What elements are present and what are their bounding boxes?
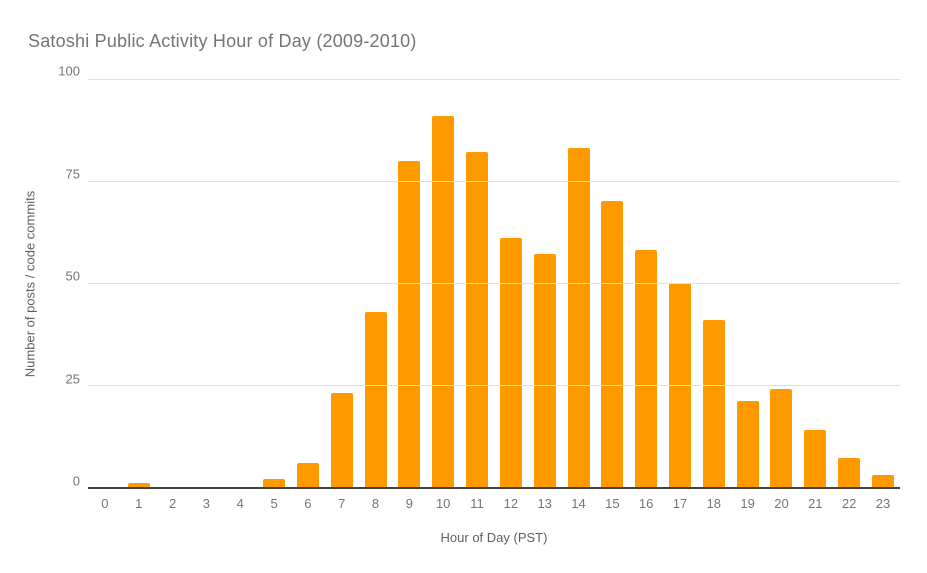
x-tick-label-14: 14	[571, 496, 586, 511]
bar-hour-16	[635, 250, 658, 487]
x-tick-label-18: 18	[706, 496, 722, 511]
bar-slot-hour-15	[595, 79, 629, 487]
bar-slot-hour-1	[122, 79, 156, 487]
x-tick-label-6: 6	[304, 496, 312, 511]
bar-hour-8	[364, 311, 387, 487]
x-tick-label-1: 1	[135, 496, 143, 511]
bar-slot-hour-16	[629, 79, 663, 487]
bar-slot-hour-14	[562, 79, 596, 487]
y-tick-label-0: 0	[72, 473, 80, 489]
bar-hour-7	[330, 393, 353, 487]
bar-slot-hour-11	[460, 79, 494, 487]
y-tick-label-25: 25	[65, 371, 80, 386]
bar-slot-hour-18	[697, 79, 731, 487]
bar-slot-hour-22	[832, 79, 866, 487]
x-tick-label-17: 17	[672, 496, 688, 511]
bar-hour-14	[567, 148, 590, 487]
y-tick-label-100: 100	[58, 63, 80, 79]
bar-hour-6	[296, 462, 319, 487]
bar-hour-13	[533, 254, 556, 487]
bar-hour-1	[127, 482, 150, 487]
bar-hour-22	[838, 458, 861, 487]
bar-slot-hour-12	[494, 79, 528, 487]
x-tick-label-8: 8	[371, 496, 380, 511]
gridline-100	[88, 79, 900, 80]
y-axis-tick-labels: 0 25 50 75 100	[0, 64, 80, 489]
x-tick-label-7: 7	[338, 496, 346, 511]
x-tick-label-11: 11	[470, 496, 484, 511]
gridline-50	[88, 283, 900, 284]
x-tick-label-12: 12	[503, 496, 519, 511]
bar-slot-hour-20	[765, 79, 799, 487]
x-axis-tick-labels: 0 1 2 3 4 5 6 7 8 9 10 11 12 13 14 15 16 17 18 19 20 21 22 23	[88, 496, 900, 511]
y-tick-label-50: 50	[65, 268, 80, 284]
bar-hour-5	[263, 478, 286, 487]
x-tick-label-13: 13	[537, 496, 552, 511]
x-axis-title: Hour of Day (PST)	[440, 530, 548, 545]
gridline-75	[88, 181, 900, 182]
bar-hour-20	[770, 389, 793, 487]
x-tick-label-16: 16	[638, 496, 654, 511]
x-tick-label-3: 3	[202, 496, 211, 511]
bar-hour-19	[736, 401, 759, 487]
x-tick-label-19: 19	[740, 496, 755, 511]
x-tick-label-9: 9	[405, 496, 413, 511]
x-tick-label-15: 15	[605, 496, 620, 511]
bar-slot-hour-23	[866, 79, 900, 487]
bar-slot-hour-19	[731, 79, 765, 487]
bar-slot-hour-5	[257, 79, 291, 487]
bar-hour-10	[432, 115, 455, 487]
bar-slot-hour-9	[392, 79, 426, 487]
bar-hour-12	[499, 238, 522, 487]
x-tick-label-20: 20	[774, 496, 789, 511]
bar-slot-hour-8	[359, 79, 393, 487]
plot-area	[88, 79, 900, 489]
x-tick-label-0: 0	[101, 496, 109, 511]
bar-slot-hour-10	[426, 79, 460, 487]
bar-slot-hour-13	[528, 79, 562, 487]
x-tick-label-21: 21	[808, 496, 823, 511]
bar-slot-hour-7	[325, 79, 359, 487]
x-tick-label-23: 23	[875, 496, 891, 511]
bar-hour-23	[871, 474, 894, 487]
bar-slot-hour-6	[291, 79, 325, 487]
chart-title: Satoshi Public Activity Hour of Day (200…	[28, 31, 417, 51]
bar-slot-hour-21	[798, 79, 832, 487]
x-tick-label-5: 5	[270, 496, 278, 511]
gridline-25	[88, 385, 900, 386]
bar-hour-9	[398, 160, 421, 487]
bar-hour-11	[466, 152, 489, 487]
bars-row	[88, 79, 900, 487]
x-tick-label-22: 22	[841, 496, 857, 511]
bar-hour-18	[702, 319, 725, 487]
y-tick-label-75: 75	[65, 166, 80, 181]
bar-hour-15	[601, 201, 624, 487]
x-tick-label-2: 2	[168, 496, 177, 511]
x-tick-label-4: 4	[236, 496, 244, 511]
x-tick-label-10: 10	[435, 496, 451, 511]
bar-hour-21	[804, 429, 827, 487]
